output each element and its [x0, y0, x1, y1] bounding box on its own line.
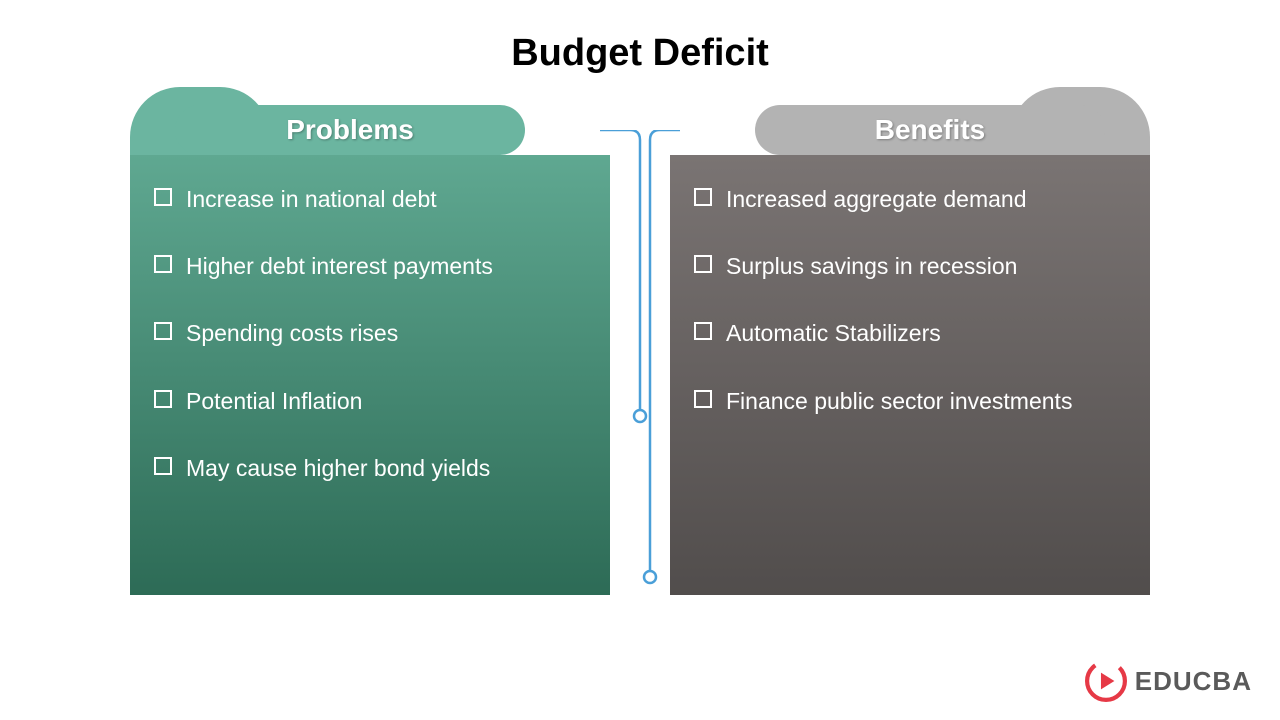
list-item: Automatic Stabilizers [694, 317, 1126, 349]
checkbox-bullet-icon [694, 255, 712, 273]
list-item-text: Surplus savings in recession [726, 250, 1017, 282]
list-item: Spending costs rises [154, 317, 586, 349]
benefits-content: Increased aggregate demand Surplus saving… [670, 155, 1150, 595]
problems-content: Increase in national debt Higher debt int… [130, 155, 610, 595]
list-item-text: Finance public sector investments [726, 385, 1072, 417]
comparison-container: Problems Increase in national debt Higher… [0, 95, 1280, 595]
benefits-column: Benefits Increased aggregate demand Surpl… [670, 95, 1150, 595]
problems-column: Problems Increase in national debt Higher… [130, 95, 610, 595]
checkbox-bullet-icon [694, 322, 712, 340]
checkbox-bullet-icon [694, 390, 712, 408]
logo-text: EDUCBA [1135, 666, 1252, 697]
checkbox-bullet-icon [694, 188, 712, 206]
list-item: Increased aggregate demand [694, 183, 1126, 215]
list-item: Potential Inflation [154, 385, 586, 417]
benefits-tab: Benefits [670, 95, 1150, 155]
connector-lines [600, 130, 680, 600]
list-item-text: May cause higher bond yields [186, 452, 490, 484]
list-item-text: Increased aggregate demand [726, 183, 1027, 215]
list-item-text: Increase in national debt [186, 183, 437, 215]
list-item: May cause higher bond yields [154, 452, 586, 484]
logo-icon [1085, 660, 1127, 702]
page-title: Budget Deficit [0, 0, 1280, 95]
benefits-tab-label: Benefits [755, 105, 1105, 155]
problems-tab: Problems [130, 95, 610, 155]
list-item-text: Spending costs rises [186, 317, 398, 349]
brand-logo: EDUCBA [1085, 660, 1252, 702]
problems-tab-label: Problems [175, 105, 525, 155]
checkbox-bullet-icon [154, 188, 172, 206]
list-item: Surplus savings in recession [694, 250, 1126, 282]
list-item-text: Higher debt interest payments [186, 250, 493, 282]
list-item-text: Potential Inflation [186, 385, 362, 417]
checkbox-bullet-icon [154, 390, 172, 408]
list-item-text: Automatic Stabilizers [726, 317, 941, 349]
list-item: Increase in national debt [154, 183, 586, 215]
checkbox-bullet-icon [154, 322, 172, 340]
list-item: Higher debt interest payments [154, 250, 586, 282]
checkbox-bullet-icon [154, 457, 172, 475]
checkbox-bullet-icon [154, 255, 172, 273]
list-item: Finance public sector investments [694, 385, 1126, 417]
